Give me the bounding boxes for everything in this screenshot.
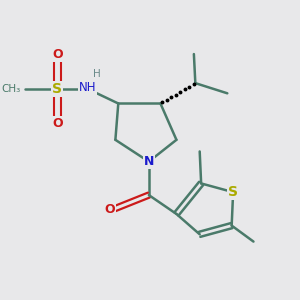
Text: O: O <box>52 117 62 130</box>
Text: O: O <box>104 203 115 216</box>
Text: H: H <box>93 69 101 79</box>
Text: S: S <box>52 82 62 96</box>
Text: CH₃: CH₃ <box>2 84 21 94</box>
Text: O: O <box>52 48 62 61</box>
Text: N: N <box>144 155 154 168</box>
Text: NH: NH <box>79 81 97 94</box>
Text: S: S <box>228 185 238 199</box>
